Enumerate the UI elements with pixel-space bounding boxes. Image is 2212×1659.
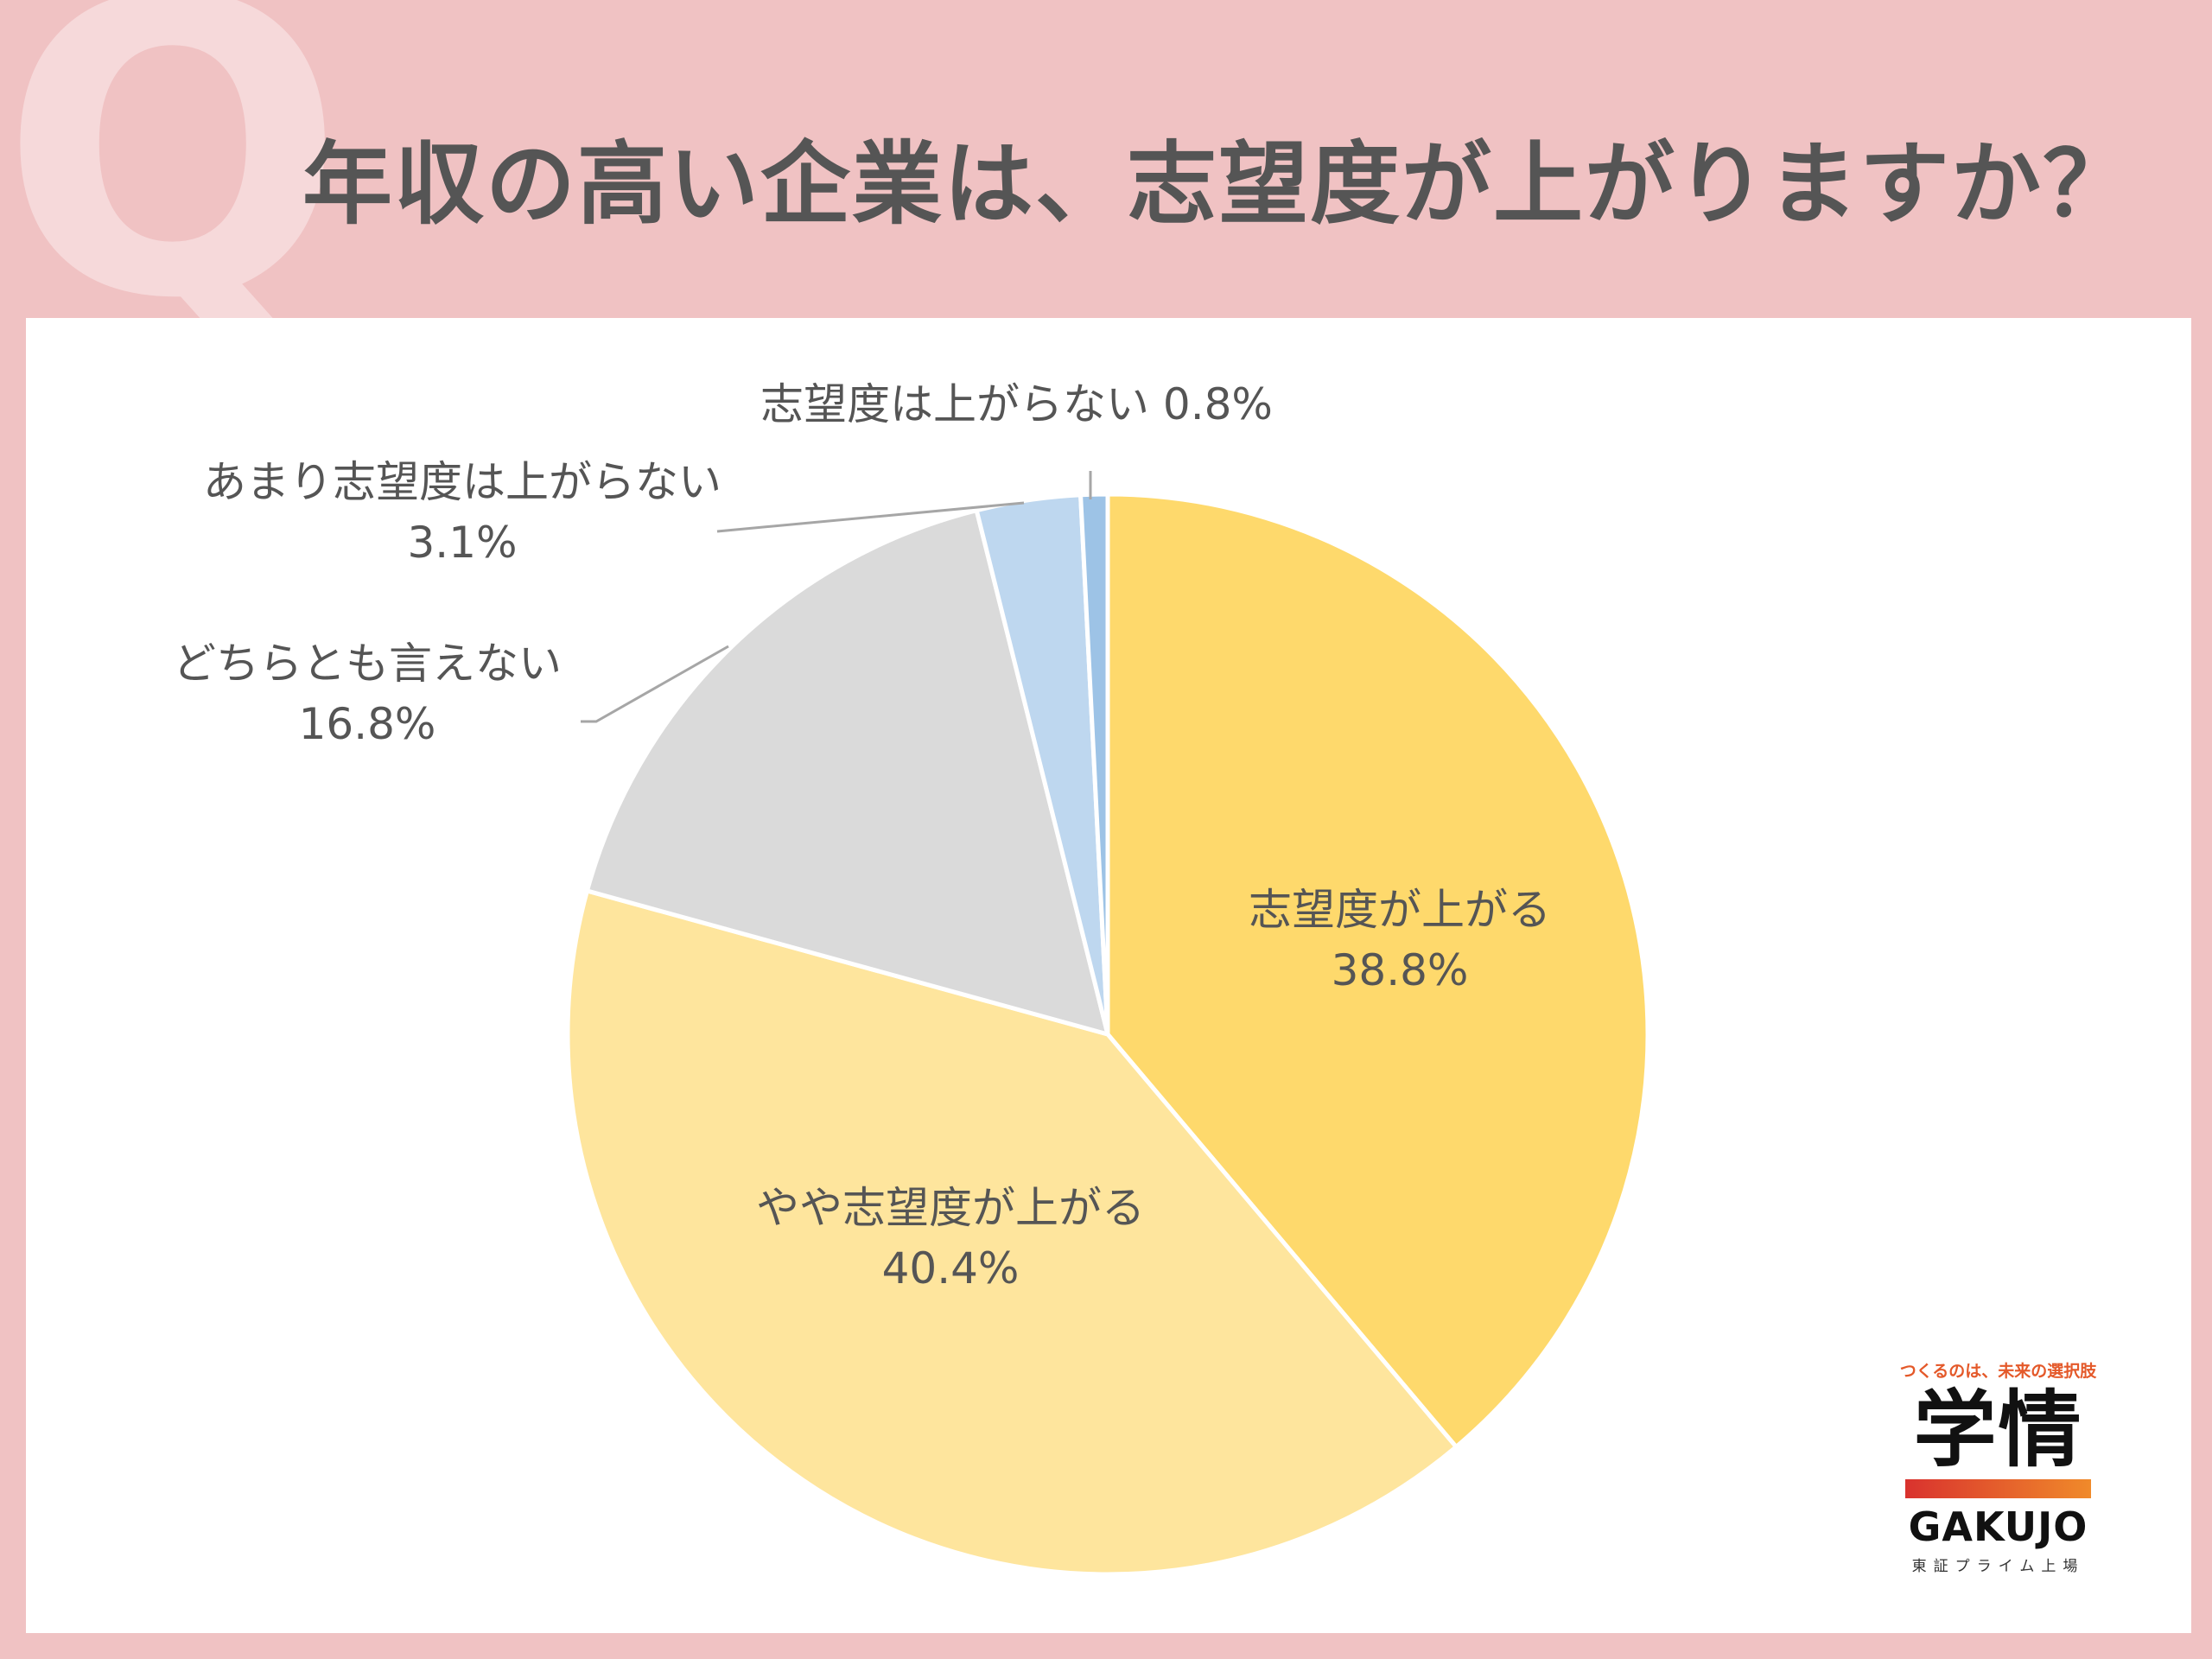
leader-line-3: [581, 645, 729, 723]
slice-label-3: どちらとも言えない: [173, 639, 562, 689]
slice-value-3: 16.8%: [299, 699, 436, 749]
gakujo-logo: つくるのは、未来の選択肢 学情 GAKUJO 東証プライム上場: [1897, 1358, 2100, 1575]
slice-label-4: あまり志望度は上がらない: [203, 457, 721, 507]
pie-slice-2: [565, 887, 1459, 1577]
leader-line-4: [716, 501, 1025, 533]
slice-label-1: 志望度が上がる: [1249, 885, 1551, 935]
page-title: 年収の高い企業は、志望度が上がりますか？: [302, 131, 2135, 237]
pie-slice-5: [1077, 492, 1110, 1035]
slice-value-4: 3.1%: [407, 518, 517, 568]
slice-value-2: 40.4%: [882, 1243, 1020, 1294]
logo-kanji: 学情: [1913, 1382, 2083, 1478]
logo-bar: [1905, 1478, 2091, 1498]
pie-slice-3: [584, 507, 1111, 1038]
q-mark: Q: [0, 0, 346, 387]
logo-name: GAKUJO: [1908, 1503, 2088, 1550]
slice-value-1: 38.8%: [1332, 945, 1469, 995]
logo-subtitle: 東証プライム上場: [1911, 1557, 2085, 1575]
slice-label-2: やや志望度が上がる: [756, 1183, 1145, 1233]
logo-tagline: つくるのは、未来の選択肢: [1899, 1362, 2097, 1381]
pie-slice-1: [1105, 492, 1650, 1451]
slice-label-5: 志望度は上がらない 0.8%: [760, 379, 1273, 429]
